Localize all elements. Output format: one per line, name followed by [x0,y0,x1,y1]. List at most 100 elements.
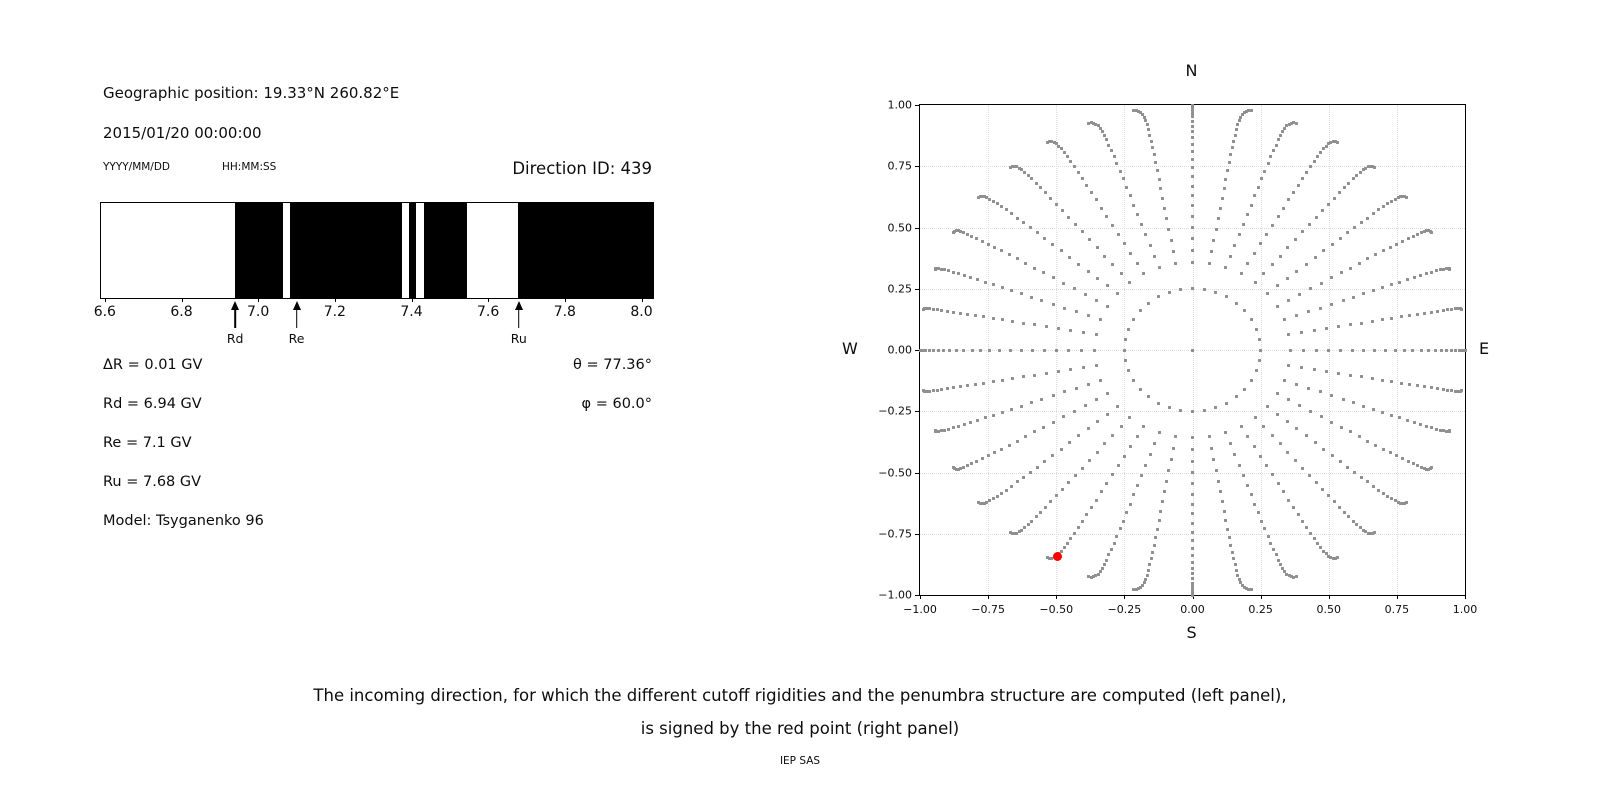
direction-grid-dot [1094,498,1098,502]
direction-grid-dot [935,267,939,271]
direction-grid-dot [965,312,969,316]
direction-grid-dot [1102,133,1106,137]
direction-grid-dot [1161,500,1165,504]
direction-grid-dot [1035,231,1039,235]
direction-grid-dot [1321,209,1325,213]
direction-grid-dot [1265,404,1269,408]
penumbra-forbidden-band [235,203,284,298]
direction-grid-dot [928,307,932,311]
direction-grid-dot [1411,462,1415,466]
direction-grid-dot [1294,121,1298,125]
direction-grid-dot [991,413,995,417]
direction-grid-dot [952,466,956,470]
direction-grid-dot [1080,176,1084,180]
direction-grid-dot [1321,487,1325,491]
direction-grid-dot [1094,574,1098,578]
rigidity-marker-label: Re [288,331,305,346]
direction-grid-dot [1289,575,1293,579]
direction-grid-dot [1322,249,1326,253]
direction-grid-dot [1107,553,1111,557]
direction-grid-dot [1301,348,1305,352]
direction-grid-dot [1144,577,1148,581]
direction-grid-dot [1017,530,1021,534]
direction-grid-dot [966,464,970,468]
direction-grid-dot [951,386,955,390]
direction-grid-dot [1096,419,1100,423]
direction-grid-dot [1086,382,1090,386]
direction-grid-dot [1092,575,1096,579]
direction-grid-dot [1067,215,1071,219]
direction-grid-dot [1324,552,1328,556]
direction-grid-dot [1148,563,1152,567]
direction-grid-dot [1233,563,1237,567]
direction-grid-dot [1386,494,1390,498]
direction-grid-dot [1234,395,1238,399]
direction-grid-dot [1358,526,1362,530]
direction-grid-dot [1191,124,1194,128]
direction-grid-dot [1029,295,1033,299]
direction-grid-dot [1102,563,1106,567]
direction-grid-dot [952,230,956,234]
direction-grid-dot [1269,541,1273,545]
direction-grid-dot [1361,168,1365,172]
direction-grid-dot [978,195,982,199]
direction-grid-dot [1366,439,1370,443]
direction-grid-dot [1040,397,1044,401]
direction-grid-dot [1357,435,1361,439]
direction-grid-dot [977,500,981,504]
direction-grid-dot [1416,312,1420,316]
y-axis-tick-label: 0.00 [887,343,913,357]
direction-grid-dot [1140,223,1144,227]
direction-grid-dot [1285,419,1289,423]
direction-grid-dot [1260,177,1264,181]
direction-grid-dot [1427,467,1431,471]
direction-grid-dot [1430,386,1434,390]
direction-grid-dot [970,348,974,352]
direction-grid-dot [1043,505,1047,509]
direction-grid-dot [959,466,963,470]
direction-grid-dot [1282,490,1286,494]
direction-grid-dot [1059,447,1063,451]
direction-grid-dot [1043,191,1047,195]
direction-grid-dot [1321,147,1325,151]
penumbra-x-tick [488,298,490,302]
direction-grid-dot [1293,238,1297,242]
direction-grid-dot [947,427,951,431]
x-axis-tick-label: 0.25 [1248,603,1273,616]
direction-grid-dot [1399,381,1403,385]
direction-grid-dot [1207,434,1211,438]
direction-grid-dot [1249,379,1253,383]
direction-grid-dot [1088,458,1092,462]
direction-grid-dot [1390,199,1394,203]
direction-grid-dot [1045,141,1049,145]
red-incoming-direction-point [1052,552,1062,562]
penumbra-x-tick [258,298,260,302]
direction-grid-dot [1230,146,1234,150]
direction-grid-dot [1401,457,1405,461]
direction-grid-dot [970,234,974,238]
direction-grid-dot [1229,153,1233,157]
direction-grid-dot [991,283,995,287]
direction-grid-dot [1331,556,1335,560]
direction-grid-dot [1362,292,1366,296]
direction-grid-dot [1059,249,1063,253]
direction-grid-dot [1233,453,1237,457]
direction-grid-dot [1276,558,1280,562]
direction-grid-dot [1224,177,1228,181]
direction-grid-dot [1167,469,1171,473]
direction-grid-dot [1434,427,1438,431]
direction-grid-dot [1333,556,1337,560]
direction-grid-dot [1191,521,1194,525]
direction-grid-dot [979,348,983,352]
direction-grid-dot [1052,276,1056,280]
x-axis-tick [1056,595,1058,599]
direction-grid-dot [1369,532,1373,536]
direction-grid-dot [980,194,984,198]
direction-grid-dot [1445,348,1449,352]
direction-grid-dot [1330,394,1334,398]
direction-grid-dot [1153,442,1157,446]
direction-grid-dot [1030,519,1034,523]
direction-grid-dot [1258,359,1262,363]
direction-grid-dot [1233,133,1237,137]
direction-grid-dot [1019,292,1023,296]
